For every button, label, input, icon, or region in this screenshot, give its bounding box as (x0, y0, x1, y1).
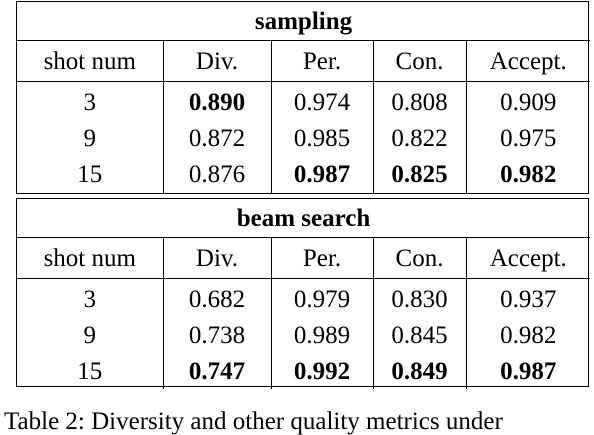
table-cell: 15 (17, 353, 164, 389)
table-cell: 0.830 (373, 278, 467, 317)
column-header-div: Div. (163, 40, 272, 83)
table-row: 3 0.682 0.979 0.830 0.937 (17, 278, 590, 317)
table-cell: 0.808 (373, 81, 467, 121)
column-header-div: Div. (163, 237, 272, 279)
table-row: 9 0.738 0.989 0.845 0.982 (17, 317, 590, 353)
table-cell: 9 (17, 120, 164, 157)
table-cell: 9 (17, 317, 164, 353)
table-cell: 0.987 (271, 156, 374, 193)
table-row: 3 0.890 0.974 0.808 0.909 (17, 81, 590, 121)
column-header-accept: Accept. (466, 40, 590, 83)
table-cell: 15 (17, 156, 164, 193)
column-header-accept: Accept. (466, 237, 591, 279)
column-header-con: Con. (373, 40, 467, 83)
column-header-shot-num: shot num (17, 237, 164, 279)
table-row: 15 0.747 0.992 0.849 0.987 (17, 353, 590, 389)
table-cell: 0.876 (163, 156, 272, 193)
table-cell: 0.682 (163, 278, 272, 317)
table-cell: 0.825 (373, 156, 467, 193)
table-section-title: beam search (17, 199, 591, 238)
table-section-title: sampling (17, 2, 590, 42)
table-cell: 0.974 (271, 81, 374, 121)
table-cell: 0.975 (500, 125, 557, 153)
table-cell: 0.890 (163, 81, 272, 121)
column-header-shot-num: shot num (17, 40, 164, 83)
sampling-table: sampling shot num Div. Per. Con. Accept.… (16, 1, 590, 194)
table-cell: 0.849 (373, 353, 467, 389)
table-cell: 0.937 (500, 285, 557, 313)
table-row: 9 0.872 0.985 0.822 0.975 (17, 120, 590, 157)
table-caption: Table 2: Diversity and other quality met… (4, 408, 503, 435)
table-cell: 0.992 (271, 353, 374, 389)
table-cell: 3 (17, 278, 164, 317)
table-cell: 0.985 (271, 120, 374, 157)
table-cell: 0.747 (163, 353, 272, 389)
table-cell: 0.845 (373, 317, 467, 353)
table-row: 15 0.876 0.987 0.825 0.982 (17, 156, 590, 193)
table-cell: 0.989 (271, 317, 374, 353)
column-header-per: Per. (271, 237, 374, 279)
table-cell: 0.738 (163, 317, 272, 353)
table-cell: 0.872 (163, 120, 272, 157)
table-cell: 0.987 (500, 357, 557, 385)
table-cell: 0.979 (271, 278, 374, 317)
column-header-per: Per. (271, 40, 374, 83)
table-cell: 3 (17, 81, 164, 121)
table-cell: 0.822 (373, 120, 467, 157)
column-header-con: Con. (373, 237, 467, 279)
table-cell: 0.909 (500, 88, 557, 116)
beam-search-table: beam search shot num Div. Per. Con. Acce… (16, 198, 591, 389)
table-cell: 0.982 (500, 161, 557, 189)
table-cell: 0.982 (500, 321, 557, 349)
